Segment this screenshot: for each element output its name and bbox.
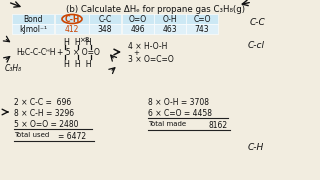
Bar	[89, 14, 121, 24]
Text: 5 × O=O = 2480: 5 × O=O = 2480	[14, 120, 78, 129]
Text: 348: 348	[98, 24, 112, 33]
Text: O-H: O-H	[163, 15, 177, 24]
Bar	[12, 24, 54, 34]
Text: ×8: ×8	[79, 37, 89, 43]
Bar	[89, 24, 121, 34]
Text: = 6472: = 6472	[58, 132, 86, 141]
Text: Total made: Total made	[148, 121, 186, 127]
Text: 496: 496	[131, 24, 145, 33]
Text: + 5 × O=O: + 5 × O=O	[57, 48, 100, 57]
Text: H₂C-C-CᴴH: H₂C-C-CᴴH	[16, 48, 55, 57]
Text: kJmol⁻¹: kJmol⁻¹	[19, 24, 47, 33]
Text: C=O: C=O	[193, 15, 211, 24]
Text: H  H  H: H H H	[64, 38, 92, 47]
Text: C₃H₈: C₃H₈	[5, 64, 22, 73]
Bar	[186, 24, 218, 34]
Text: 463: 463	[163, 24, 177, 33]
Text: C-C: C-C	[250, 17, 266, 26]
Text: (b) Calculate ΔHₑ for propane gas C₃H₈(g): (b) Calculate ΔHₑ for propane gas C₃H₈(g…	[66, 5, 244, 14]
Text: 743: 743	[195, 24, 209, 33]
Text: H  H  H: H H H	[64, 60, 92, 69]
Text: 4 × H-O-H: 4 × H-O-H	[128, 42, 167, 51]
Text: C-C: C-C	[98, 15, 112, 24]
Bar	[122, 14, 154, 24]
Bar	[55, 14, 89, 24]
Text: 8 × O-H = 3708: 8 × O-H = 3708	[148, 98, 209, 107]
Text: C-H: C-H	[64, 15, 80, 24]
Bar	[12, 14, 54, 24]
Text: 2 × C-C =  696: 2 × C-C = 696	[14, 98, 71, 107]
Bar	[154, 14, 186, 24]
Text: Bond: Bond	[23, 15, 43, 24]
Bar	[154, 24, 186, 34]
Text: C-cl: C-cl	[248, 40, 265, 50]
Text: 8 × C-H = 3296: 8 × C-H = 3296	[14, 109, 74, 118]
Text: 412: 412	[65, 24, 79, 33]
Text: 6 × C=O = 4458: 6 × C=O = 4458	[148, 109, 212, 118]
Text: C-H: C-H	[248, 143, 264, 152]
Bar	[122, 24, 154, 34]
Text: +: +	[133, 50, 139, 56]
Bar	[55, 24, 89, 34]
Text: O=O: O=O	[129, 15, 147, 24]
Text: 8162: 8162	[209, 121, 228, 130]
Text: Total used: Total used	[14, 132, 49, 138]
Text: 3 × O=C=O: 3 × O=C=O	[128, 55, 174, 64]
Bar	[186, 14, 218, 24]
